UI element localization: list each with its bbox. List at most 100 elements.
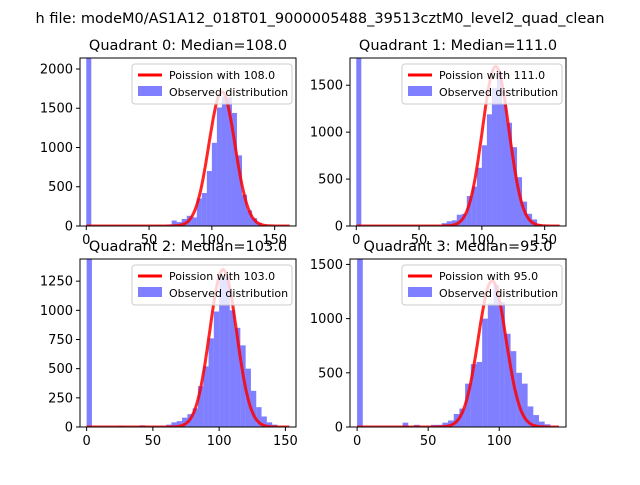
subplot-title: Quadrant 1: Median=111.0 — [359, 38, 557, 54]
histogram-bar — [250, 390, 257, 427]
y-tick-label: 500 — [318, 173, 343, 188]
subplot-title: Quadrant 0: Median=108.0 — [89, 38, 287, 54]
x-tick-label: 0 — [82, 233, 90, 248]
histogram-bar — [501, 103, 507, 226]
axes-frame — [79, 258, 297, 428]
plot-area — [86, 58, 290, 226]
histogram-bar — [86, 58, 92, 226]
histogram-bar — [191, 217, 197, 226]
histogram-bar — [476, 167, 482, 226]
x-tick-label: 150 — [273, 434, 298, 449]
y-tick-label: 1500 — [40, 102, 73, 117]
histogram-bar — [487, 303, 494, 427]
y-tick-label: 750 — [48, 333, 73, 348]
histogram-bar — [247, 210, 253, 226]
histogram-bar — [86, 259, 92, 427]
legend-box — [131, 63, 293, 105]
y-tick-label: 0 — [335, 421, 343, 436]
x-tick-label: 100 — [469, 233, 494, 248]
histogram-bar — [402, 422, 409, 427]
x-tick-label: 50 — [420, 434, 437, 449]
histogram-bar — [527, 406, 534, 427]
histogram-bar — [226, 97, 232, 226]
histogram-bar — [533, 415, 539, 427]
y-tick-label: 0 — [335, 220, 343, 235]
x-tick-label: 50 — [411, 233, 428, 248]
histogram-bar — [491, 88, 497, 226]
histogram-bar — [471, 186, 477, 226]
histogram-bar — [197, 386, 204, 427]
legend-label-poisson: Poission with 108.0 — [169, 69, 275, 82]
histogram-bar — [456, 214, 462, 226]
x-tick-label: 50 — [141, 233, 158, 248]
histogram-bar — [482, 318, 488, 427]
legend: Poission with 111.0 Observed distribution — [401, 63, 563, 105]
axes-frame — [79, 57, 297, 227]
histogram-bar — [236, 155, 242, 226]
y-tick-label: 1250 — [40, 275, 73, 290]
histogram-bar — [459, 408, 466, 427]
y-tick-label: 1500 — [310, 258, 343, 273]
subplot-title: Quadrant 2: Median=103.0 — [89, 239, 287, 255]
histogram-bar — [465, 383, 471, 427]
poisson-curve — [86, 268, 290, 427]
figure-suptitle: h file: modeM0/AS1A12_018T01_9000005488_… — [36, 11, 605, 27]
y-tick-label: 1000 — [40, 141, 73, 156]
histogram-bar — [451, 220, 457, 226]
histogram-bar — [496, 72, 502, 226]
y-tick-label: 0 — [65, 220, 73, 235]
histogram-bar — [182, 417, 188, 427]
histogram-bar — [211, 142, 217, 226]
histogram-bar — [229, 310, 236, 427]
histogram-bar — [208, 338, 214, 427]
histogram-bar — [466, 195, 472, 226]
histogram-bar — [517, 177, 523, 226]
histogram-bar — [235, 327, 241, 427]
legend-box — [131, 264, 293, 306]
x-tick-label: 100 — [207, 434, 232, 449]
histogram-bar — [539, 421, 545, 427]
plot-area — [356, 58, 560, 226]
x-tick-label: 0 — [82, 434, 90, 449]
histogram-bar — [171, 220, 177, 226]
x-tick-label: 0 — [353, 434, 361, 449]
histogram-bar — [171, 422, 177, 427]
histogram-bar — [504, 333, 511, 427]
histogram-bar — [242, 194, 248, 226]
histogram-bar — [442, 422, 449, 427]
histogram-bar — [219, 278, 225, 427]
histogram-bar — [357, 259, 363, 427]
y-tick-label: 1500 — [310, 79, 343, 94]
legend-label-poisson: Poission with 95.0 — [439, 270, 538, 283]
subplot-quadrant-2: 0 50 100 150 0 250 500 750 1000 1250 Poission with… — [40, 239, 298, 449]
legend-label-observed: Observed distribution — [169, 287, 288, 300]
legend-patch-marker — [408, 86, 432, 96]
legend-label-poisson: Poission with 111.0 — [439, 69, 545, 82]
histogram-bar — [461, 213, 467, 226]
axes-frame — [349, 258, 567, 428]
axes-frame — [349, 57, 567, 227]
legend: Poission with 108.0 Observed distribution — [131, 63, 293, 105]
y-tick-label: 500 — [318, 366, 343, 381]
x-tick-label: 150 — [532, 233, 557, 248]
histogram-bar — [201, 193, 207, 226]
histogram-bar — [206, 171, 212, 226]
histogram-bar — [476, 361, 483, 427]
histogram-bar — [266, 422, 273, 427]
y-tick-label: 2000 — [40, 62, 73, 77]
legend-box — [401, 63, 563, 105]
poisson-curve — [356, 64, 560, 226]
histogram-bar — [493, 285, 500, 427]
histogram-bar — [203, 366, 209, 427]
histogram-bar — [506, 122, 512, 226]
legend-label-observed: Observed distribution — [439, 86, 558, 99]
histogram-bar — [231, 112, 237, 226]
legend-box — [401, 264, 563, 306]
legend-patch-marker — [138, 86, 162, 96]
histogram-bar — [213, 311, 220, 427]
legend: Poission with 103.0 Observed distribution — [131, 264, 293, 306]
y-tick-label: 0 — [65, 421, 73, 436]
